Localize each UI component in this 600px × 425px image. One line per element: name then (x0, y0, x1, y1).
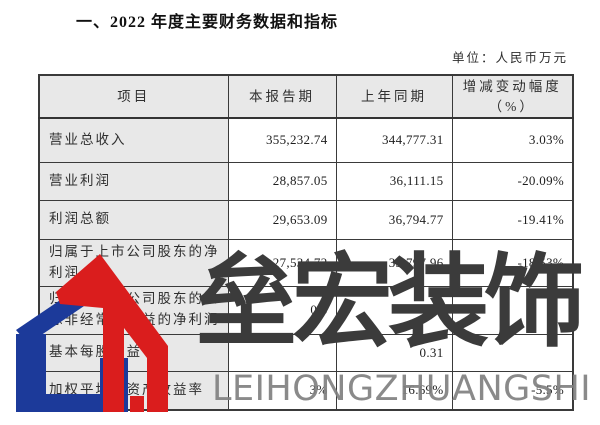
header-item: 项目 (38, 74, 229, 120)
row-previous-value: 16.69% (335, 370, 453, 411)
row-change-value (451, 333, 574, 372)
table-row-total-profit: 利润总额 29,653.09 36,794.77 -19.41% (38, 199, 574, 240)
row-previous-value (335, 285, 453, 335)
row-previous-value: 36,111.15 (335, 161, 453, 201)
row-current-value: 28,857.05 (227, 161, 337, 201)
row-current-value: 29,653.09 (227, 199, 337, 240)
row-label: 归属于上市公司股东的净利润 (38, 238, 229, 287)
row-change-value: -5.5% (451, 370, 574, 411)
table-row-net-profit: 归属于上市公司股东的净利润 27,534.72 33,797.96 -18.53… (38, 238, 574, 287)
row-label: 营业利润 (38, 161, 229, 201)
row-current-value: 355,232.74 (227, 117, 337, 163)
row-previous-value: 0.31 (335, 333, 453, 372)
unit-label: 单位：人民币万元 (451, 51, 568, 65)
row-change-value: -19.41% (451, 199, 574, 240)
row-previous-value: 36,794.77 (335, 199, 453, 240)
header-current-period: 本报告期 (227, 74, 337, 120)
header-previous-period: 上年同期 (335, 74, 453, 120)
watermark-logo-icon (16, 254, 168, 412)
row-current-value (227, 333, 337, 372)
row-change-value: -20.09% (451, 161, 574, 201)
watermark-chinese-text: 垒宏装饰 (196, 243, 585, 361)
logo-red-house-shape (56, 254, 168, 412)
table-row-operating-profit: 营业利润 28,857.05 36,111.15 -20.09% (38, 161, 574, 201)
table-row-total-revenue: 营业总收入 355,232.74 344,777.31 3.03% (38, 117, 574, 163)
row-previous-value: 33,797.96 (335, 238, 453, 287)
row-current-value: 0,3 (227, 285, 337, 335)
row-change-value (451, 285, 574, 335)
section-title: 一、2022 年度主要财务数据和指标 (76, 14, 339, 31)
row-label: 营业总收入 (38, 117, 229, 163)
watermark-pinyin-text: LEIHONGZHUANGSHI (212, 369, 592, 409)
row-change-value: 3.03% (451, 117, 574, 163)
header-change-percent: 增减变动幅度 （%） (451, 74, 574, 120)
header-change-line1: 增减变动幅度 (462, 79, 562, 94)
row-current-value: 3% (227, 370, 337, 411)
table-header-row: 项目 本报告期 上年同期 增减变动幅度 （%） (38, 74, 574, 120)
row-label: 利润总额 (38, 199, 229, 240)
row-change-value: -18.53% (451, 238, 574, 287)
header-change-line2: （%） (488, 98, 536, 114)
row-previous-value: 344,777.31 (335, 117, 453, 163)
